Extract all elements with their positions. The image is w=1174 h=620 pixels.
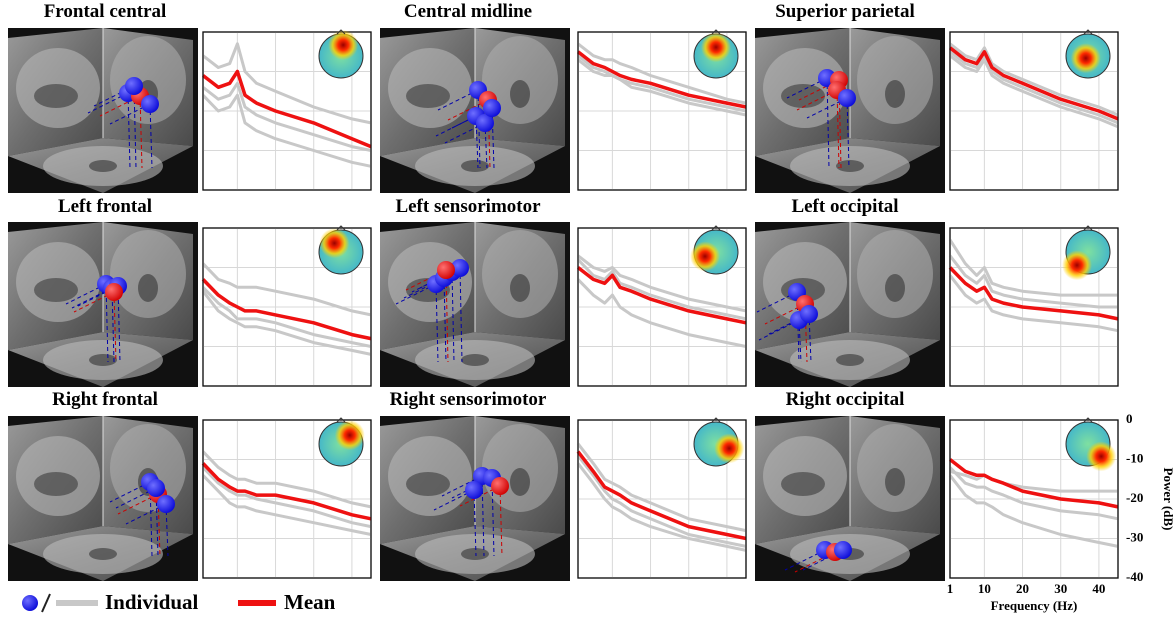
figure: Frontal central Central midline Superior p… xyxy=(0,0,1174,620)
y-axis-label: Power (dB) xyxy=(1161,468,1174,531)
x-tick-label: 40 xyxy=(1092,581,1105,596)
dipole xyxy=(465,481,483,499)
dipole xyxy=(147,479,165,497)
topomap-hotspot xyxy=(1086,441,1116,471)
panel-title: Frontal central xyxy=(44,1,167,22)
topomap-hotspot xyxy=(690,241,720,271)
topomap-hotspot xyxy=(335,420,365,450)
x-tick-label: 1 xyxy=(947,581,954,596)
y-tick-label: -10 xyxy=(1126,450,1143,465)
panel-title: Right sensorimotor xyxy=(390,389,547,410)
topomap-hotspot xyxy=(701,32,731,62)
x-tick-label: 30 xyxy=(1054,581,1067,596)
topomap-hotspot xyxy=(328,30,358,60)
dipole xyxy=(141,95,159,113)
panel-title: Left occipital xyxy=(791,196,898,217)
panel-title: Left sensorimotor xyxy=(395,196,541,217)
dipole xyxy=(483,99,501,117)
x-tick-label: 20 xyxy=(1016,581,1029,596)
legend-slash xyxy=(42,594,50,612)
dipole xyxy=(437,261,455,279)
topomap-hotspot xyxy=(319,228,349,258)
panel-title: Right occipital xyxy=(786,389,905,410)
topomap-hotspot xyxy=(1071,43,1101,73)
topomap-hotspot xyxy=(714,433,744,463)
dipole xyxy=(834,541,852,559)
brain-image xyxy=(8,222,198,387)
brain-image xyxy=(755,28,945,193)
panel-title: Superior parietal xyxy=(775,1,915,22)
legend-dot xyxy=(22,595,38,611)
dipole xyxy=(838,89,856,107)
panel-title: Left frontal xyxy=(58,196,152,217)
panel-title: Central midline xyxy=(404,1,532,22)
dipole xyxy=(800,305,818,323)
panel-title: Right frontal xyxy=(52,389,158,410)
y-tick-label: -20 xyxy=(1126,490,1143,505)
y-tick-label: 0 xyxy=(1126,411,1133,426)
y-tick-label: -40 xyxy=(1126,569,1143,584)
dipole xyxy=(157,495,175,513)
brain-image xyxy=(8,28,198,193)
brain-image xyxy=(755,222,945,387)
brain-image xyxy=(755,416,945,581)
y-tick-label: -30 xyxy=(1126,529,1143,544)
topomap-hotspot xyxy=(1062,250,1092,280)
legend-label: Individual xyxy=(105,590,199,614)
dipole xyxy=(105,283,123,301)
x-axis-label: Frequency (Hz) xyxy=(991,598,1078,613)
dipole xyxy=(125,77,143,95)
dipole xyxy=(491,477,509,495)
x-tick-label: 10 xyxy=(978,581,991,596)
legend-label: Mean xyxy=(284,590,336,614)
brain-image xyxy=(380,222,570,387)
